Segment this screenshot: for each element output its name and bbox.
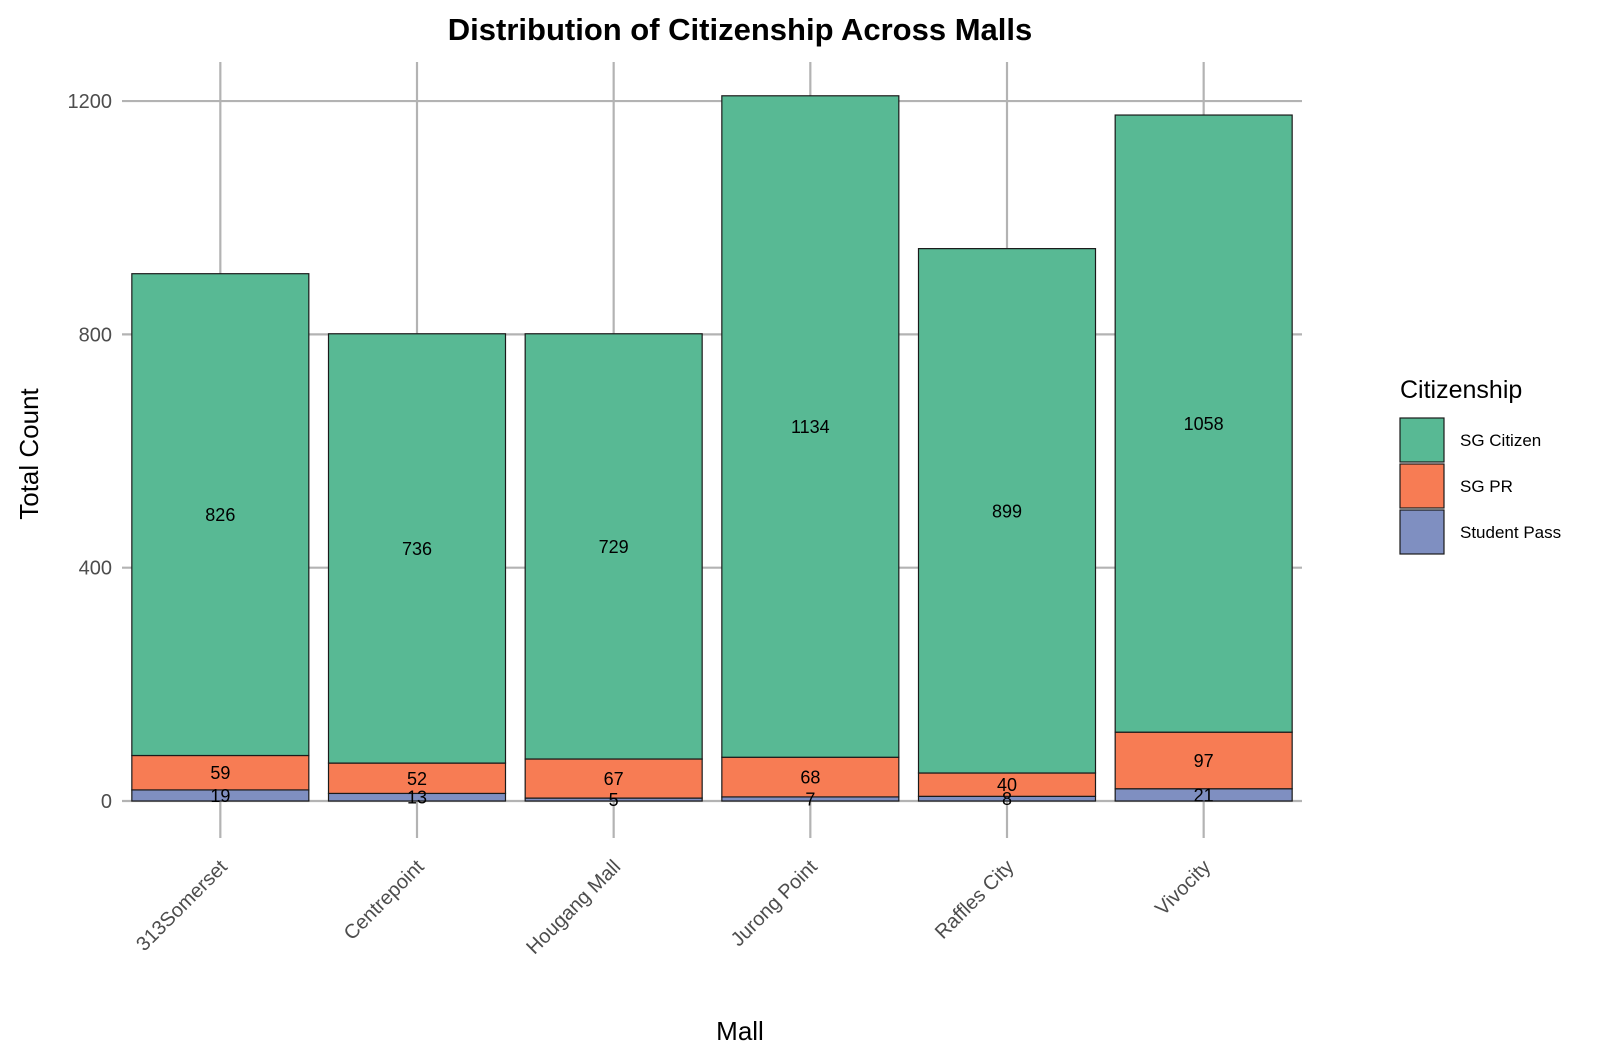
bar-label-centrepoint-sg-citizen: 736 (402, 539, 432, 559)
chart-title: Distribution of Citizenship Across Malls (448, 12, 1032, 47)
bar-label-jurong-point-sg-citizen: 1134 (791, 417, 830, 437)
legend-label-sg-citizen: SG Citizen (1460, 431, 1541, 450)
bar-vivocity-sg-citizen (1114, 114, 1293, 733)
bar-label-vivocity-student-pass: 21 (1194, 785, 1214, 805)
bar-313somerset-sg-pr (131, 754, 310, 791)
bar-label-jurong-point-student-pass: 7 (805, 789, 815, 809)
legend-swatch-sg-citizen (1399, 417, 1445, 463)
bar-label-hougang-mall-student-pass: 5 (609, 790, 619, 810)
bar-centrepoint-sg-pr (327, 762, 507, 795)
legend-label-sg-pr: SG PR (1460, 477, 1513, 496)
x-tick-label-raffles-city: Raffles City (931, 856, 1019, 944)
y-tick-label: 1200 (68, 91, 113, 113)
bar-313somerset-sg-citizen (131, 273, 310, 757)
x-axis-ticks: 313Somerset Centrepoint Hougang Mall Jurong… (132, 856, 1215, 959)
bar-label-vivocity-sg-citizen: 1058 (1184, 414, 1224, 434)
legend-swatch-sg-pr (1399, 463, 1445, 509)
bar-centrepoint-sg-citizen (327, 333, 507, 764)
legend-swatch-student-pass (1399, 509, 1445, 555)
bar-label-313somerset-sg-citizen: 826 (205, 505, 235, 525)
bar-label-raffles-city-student-pass: 8 (1002, 789, 1012, 809)
y-tick-label: 0 (101, 791, 112, 813)
x-tick-label-vivocity: Vivocity (1151, 856, 1215, 920)
x-tick-label-313somerset: 313Somerset (132, 856, 232, 956)
legend: Citizenship SG Citizen SG PR Student Pass (1399, 376, 1561, 555)
bar-vivocity-sg-pr (1114, 731, 1293, 790)
bar-raffles-city-sg-citizen (917, 248, 1097, 774)
legend-title: Citizenship (1400, 376, 1522, 404)
x-tick-label-hougang-mall: Hougang Mall (522, 856, 625, 959)
bar-label-hougang-mall-sg-pr: 67 (604, 769, 624, 789)
bar-label-raffles-city-sg-pr: 40 (997, 775, 1017, 795)
bar-jurong-point-sg-pr (721, 756, 900, 798)
bar-jurong-point-sg-citizen (721, 95, 900, 758)
x-axis-title: Mall (716, 1016, 764, 1046)
bar-label-vivocity-sg-pr: 97 (1194, 751, 1214, 771)
bar-label-raffles-city-sg-citizen: 899 (992, 501, 1022, 521)
bar-label-centrepoint-student-pass: 13 (407, 788, 427, 808)
bar-hougang-mall-sg-citizen (524, 333, 703, 760)
bar-label-313somerset-student-pass: 19 (210, 786, 230, 806)
bar-label-313somerset-sg-pr: 59 (210, 763, 230, 783)
y-axis-ticks: 0 400 800 1200 (68, 91, 113, 813)
bar-label-centrepoint-sg-pr: 52 (407, 769, 427, 789)
y-tick-label: 800 (79, 324, 112, 346)
x-tick-label-centrepoint: Centrepoint (340, 856, 429, 945)
y-axis-title: Total Count (14, 387, 44, 519)
bar-hougang-mall-sg-pr (524, 758, 703, 799)
x-tick-label-jurong-point: Jurong Point (727, 856, 822, 951)
bar-label-hougang-mall-sg-citizen: 729 (599, 537, 629, 557)
y-tick-label: 400 (79, 558, 112, 580)
bars (131, 95, 1293, 802)
bar-label-jurong-point-sg-pr: 68 (800, 768, 820, 788)
legend-label-student-pass: Student Pass (1460, 523, 1561, 542)
